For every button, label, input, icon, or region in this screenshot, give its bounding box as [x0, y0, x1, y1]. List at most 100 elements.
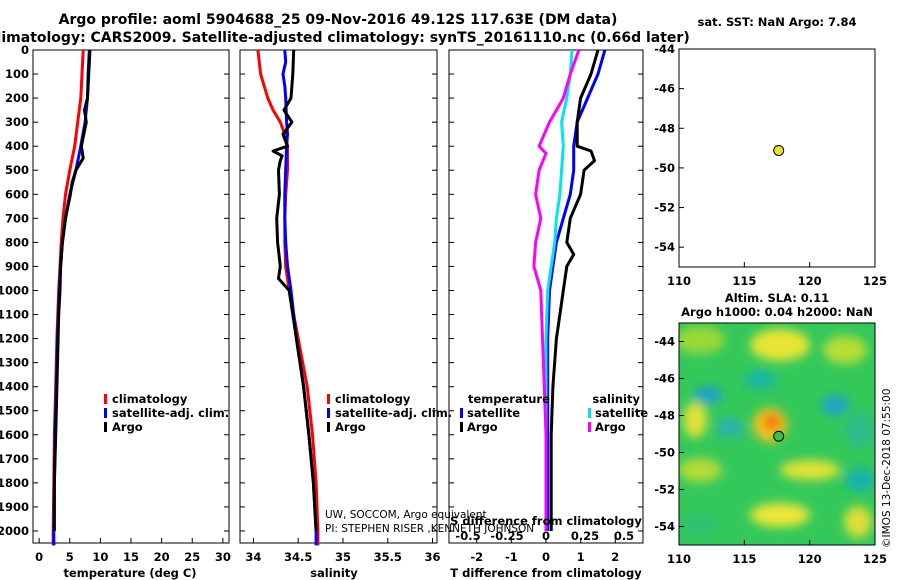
- sla-heatmap: [679, 323, 875, 545]
- temperature-legend-label: satellite-adj. clim.: [112, 406, 229, 420]
- depth-tick-label: 600: [5, 187, 29, 201]
- difference-legend-swatch: [460, 408, 463, 418]
- depth-tick-label: 400: [5, 139, 29, 153]
- depth-tick-label: 200: [5, 91, 29, 105]
- temperature-legend-swatch: [104, 408, 107, 418]
- difference-legend-swatch: [588, 408, 591, 418]
- temperature-x-tick-label: 10: [92, 550, 108, 564]
- difference-series-temperature-satellite: [546, 49, 607, 531]
- salinity-x-tick-label: 34.5: [284, 550, 312, 564]
- difference-legend-label: Argo: [595, 420, 626, 434]
- temperature-legend-swatch: [104, 422, 107, 432]
- salinity-x-tick-label: 34: [245, 550, 261, 564]
- sst_map-x-tick-label: 120: [798, 274, 822, 288]
- depth-tick-label: 1200: [0, 332, 29, 346]
- difference-legend-swatch: [460, 422, 463, 432]
- sla-map-title-line2: Argo h1000: 0.04 h2000: NaN: [681, 305, 873, 319]
- sst_map-y-tick-label: -54: [654, 240, 675, 254]
- depth-tick-label: 100: [5, 67, 29, 81]
- depth-tick-label: 500: [5, 163, 29, 177]
- temperature-legend-label: Argo: [112, 420, 143, 434]
- difference-series-salinity-argo: [532, 49, 581, 531]
- difference-x-tick-label: -1: [505, 550, 518, 564]
- difference-series-temperature-argo: [549, 49, 600, 531]
- difference-x2-tick-label: -0.25: [490, 529, 523, 543]
- sst_map-y-tick-label: -46: [654, 82, 675, 96]
- sst_map-y-tick-label: -52: [654, 201, 675, 215]
- difference-secondary-axis-label: S difference from climatology: [450, 514, 642, 528]
- sla-map-title-line1: Altim. SLA: 0.11: [725, 291, 829, 305]
- depth-tick-label: 1900: [0, 500, 29, 514]
- difference-x2-tick-label: -0.5: [455, 529, 480, 543]
- depth-tick-label: 1000: [0, 283, 29, 297]
- sst_map-argo-point: [773, 144, 785, 156]
- temperature-x-tick-label: 0: [35, 550, 43, 564]
- sla_map-y-tick-label: -50: [654, 446, 675, 460]
- salinity-legend-label: climatology: [335, 392, 411, 406]
- depth-tick-label: 900: [5, 259, 29, 273]
- salinity-legend-swatch: [327, 422, 330, 432]
- temperature-series-argo: [52, 49, 92, 531]
- difference-legend-label: satellite: [467, 406, 520, 420]
- difference-axis-label: T difference from climatology: [450, 566, 642, 580]
- sst_map-y-tick-label: -44: [654, 42, 675, 56]
- difference-legend-label: Argo: [467, 420, 498, 434]
- sst_map-y-tick-label: -50: [654, 161, 675, 175]
- depth-tick-label: 2000: [0, 524, 29, 538]
- difference-legend-swatch: [588, 422, 591, 432]
- temperature-x-tick-label: 25: [184, 550, 200, 564]
- difference-x-tick-label: -2: [470, 550, 483, 564]
- difference-x-tick-label: 2: [611, 550, 619, 564]
- depth-tick-label: 1600: [0, 428, 29, 442]
- difference-x2-tick-label: 0: [542, 529, 550, 543]
- header-title-line2: Climatology: CARS2009. Satellite-adjuste…: [0, 30, 690, 46]
- temperature-panel-frame: [32, 49, 230, 544]
- salinity-x-tick-label: 35: [335, 550, 351, 564]
- sst_map-x-tick-label: 110: [667, 274, 691, 288]
- difference-x2-tick-label: 0.25: [571, 529, 599, 543]
- sla_map-argo-point: [773, 430, 785, 442]
- imos-watermark: ©IMOS 13-Dec-2018 07:55:00: [881, 389, 893, 548]
- difference-x-tick-label: 1: [577, 550, 585, 564]
- depth-tick-label: 1400: [0, 380, 29, 394]
- sst_map-x-tick-label: 115: [732, 274, 756, 288]
- depth-tick-label: 800: [5, 235, 29, 249]
- temperature-axis-label: temperature (deg C): [63, 566, 196, 580]
- sla_map-y-tick-label: -44: [654, 335, 675, 349]
- attribution-line2: PI: STEPHEN RISER ,KENNETH JOHNSON: [325, 523, 534, 535]
- salinity-legend-swatch: [327, 408, 330, 418]
- sla_map-y-tick-label: -54: [654, 520, 675, 534]
- sla_map-x-tick-label: 125: [863, 552, 887, 566]
- salinity-x-tick-label: 35.5: [374, 550, 402, 564]
- temperature-x-tick-label: 15: [123, 550, 139, 564]
- depth-tick-label: 300: [5, 115, 29, 129]
- temperature-x-tick-label: 20: [154, 550, 170, 564]
- salinity-legend-label: satellite-adj. clim.: [335, 406, 452, 420]
- difference-x2-tick-label: 0.5: [614, 529, 634, 543]
- depth-tick-label: 1700: [0, 452, 29, 466]
- salinity-legend-swatch: [327, 394, 330, 404]
- difference-legend-label: satellite: [595, 406, 648, 420]
- sla_map-x-tick-label: 110: [667, 552, 691, 566]
- depth-tick-label: 0: [21, 43, 29, 57]
- attribution-line1: UW, SOCCOM, Argo equivalent: [325, 509, 487, 521]
- temperature-x-tick-label: 30: [215, 550, 231, 564]
- temperature-legend-swatch: [104, 394, 107, 404]
- sst-map-title: sat. SST: NaN Argo: 7.84: [697, 15, 856, 29]
- sst_map-y-tick-label: -48: [654, 121, 675, 135]
- sla-map-frame: [678, 322, 876, 546]
- difference-legend-salinity-title: salinity: [592, 392, 640, 406]
- salinity-x-tick-label: 36: [425, 550, 441, 564]
- salinity-panel-frame: [239, 49, 438, 544]
- difference-x-tick-label: 0: [542, 550, 550, 564]
- sla_map-x-tick-label: 120: [798, 552, 822, 566]
- depth-tick-label: 1500: [0, 404, 29, 418]
- salinity-series-argo: [271, 49, 318, 532]
- difference-legend-temperature-title: temperature: [468, 392, 550, 406]
- salinity-axis-label: salinity: [310, 566, 358, 580]
- sst_map-x-tick-label: 125: [863, 274, 887, 288]
- sla_map-y-tick-label: -48: [654, 409, 675, 423]
- depth-tick-label: 1100: [0, 308, 29, 322]
- depth-tick-label: 1300: [0, 356, 29, 370]
